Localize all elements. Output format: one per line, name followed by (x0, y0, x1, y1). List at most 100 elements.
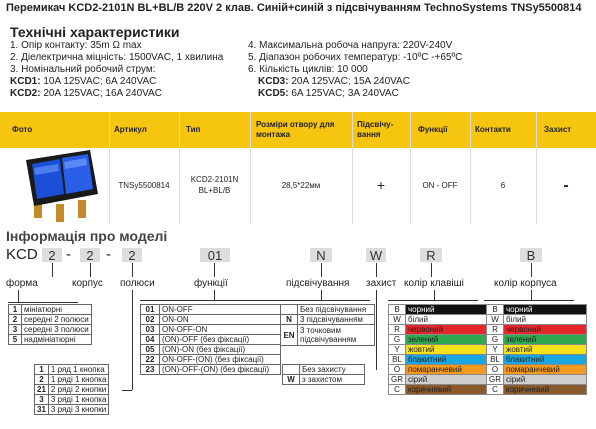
header-size: Розміри отвору для монтажа (256, 120, 335, 139)
spec-line: 2. Діелектрична міцність: 1500VAC, 1 хви… (10, 52, 224, 63)
label-key-color: колір клавіші (404, 278, 464, 289)
label-forma: форма (6, 278, 38, 289)
table-row: 23 (ON)-OFF-(ON) (без фіксації) (140, 364, 281, 375)
table-row: 02 ON-ON (140, 314, 281, 325)
color-code: B (388, 304, 406, 315)
color-name: коричневий (405, 384, 489, 395)
row-size: 28,5*22мм (281, 180, 321, 190)
color-code: C (388, 384, 406, 395)
color-code: GR (486, 374, 504, 385)
page-title: Перемикач KCD2-2101N BL+BL/B 220V 2 клав… (6, 2, 582, 14)
color-name: сірий (405, 374, 489, 385)
row-function: ON - OFF (422, 180, 458, 190)
functions-table: 01 ON-OFF 02 ON-ON 03 ON-OFF-ON 04 (ON)-OFF … (140, 304, 281, 375)
table-row: 05 (ON)-ON (без фіксації) (140, 344, 281, 355)
color-name: сірий (503, 374, 587, 385)
spec-line: KCD3: 20A 125VAC; 15A 240VAC (258, 76, 410, 87)
header-photo: Фото (12, 125, 33, 134)
table-row: 2 середні 2 полюси (8, 314, 92, 325)
code-sep: - (66, 246, 71, 263)
spec-line: KCD2: 20A 125VAC; 16A 240VAC (10, 88, 162, 99)
color-name: білий (405, 314, 489, 325)
label-protection: захист (366, 278, 397, 289)
code-box-body-color: B (520, 248, 542, 263)
color-name: зелений (405, 334, 489, 345)
label-body-color: колір корпуса (494, 278, 557, 289)
row-type: KCD2-2101N BL+BL/B (190, 175, 239, 195)
color-code: Y (388, 344, 406, 355)
color-row: BL блакитний (388, 354, 489, 365)
table-row: Без підсвічування (280, 304, 375, 315)
code-box-forma: 2 (42, 248, 62, 263)
row-article: TNSy5500814 (118, 180, 170, 190)
header-light: Підсвічу-вання (357, 120, 394, 139)
color-code: BL (388, 354, 406, 365)
label-body: корпус (72, 278, 103, 289)
code-box-protection: W (366, 248, 386, 263)
code-box-key-color: R (420, 248, 442, 263)
color-name: жовтий (405, 344, 489, 355)
table-row: 3 середні 3 полюси (8, 324, 92, 335)
color-name: помаранчевий (503, 364, 587, 375)
table-row: 21 2 ряді 2 кнопки (34, 384, 110, 395)
color-code: G (388, 334, 406, 345)
color-name: чорний (405, 304, 489, 315)
spec-line: 1. Опір контакту: 35m Ω max (10, 40, 142, 51)
header-function: Функції (418, 125, 448, 134)
table-row: EN 3 точковим підсвічуванням (280, 324, 375, 346)
code-sep: - (106, 246, 111, 263)
table-row: 01 ON-OFF (140, 304, 281, 315)
color-name: зелений (503, 334, 587, 345)
table-row: 1 мініатюрні (8, 304, 92, 315)
specs-right: 4. Максимальна робоча напруга: 220V-240V… (248, 40, 462, 100)
color-code: O (388, 364, 406, 375)
color-name: жовтий (503, 344, 587, 355)
color-name: червоний (503, 324, 587, 335)
color-code: BL (486, 354, 504, 365)
color-code: R (388, 324, 406, 335)
table-row: 31 3 ряді 3 кнопки (34, 404, 110, 415)
header-protection: Захист (544, 125, 572, 134)
spec-line: 3. Номінальний робочий струм: (10, 64, 156, 75)
spec-line: KCD1: 10A 125VAC; 6A 240VAC (10, 76, 157, 87)
forma-table: 1 мініатюрні 2 середні 2 полюси 3 середні 3… (8, 304, 92, 345)
table-row: Без захисту (282, 364, 365, 375)
specs-left: 1. Опір контакту: 35m Ω max 2. Діелектри… (10, 40, 223, 100)
color-row: GR сірий (388, 374, 489, 385)
product-table-header (0, 112, 596, 148)
table-row: 03 ON-OFF-ON (140, 324, 281, 335)
table-row: 5 надмініатюрні (8, 334, 92, 345)
color-code: Y (486, 344, 504, 355)
code-box-poles: 2 (122, 248, 142, 263)
header-article: Артикул (114, 125, 147, 134)
color-name: помаранчевий (405, 364, 489, 375)
color-code: R (486, 324, 504, 335)
color-name: блакитний (503, 354, 587, 365)
row-light: + (376, 176, 386, 193)
table-row: 22 ON-OFF-(ON) (без фіксації) (140, 354, 281, 365)
switch-photo (26, 150, 98, 222)
spec-line: KCD5: 6A 125VAC; 3A 240VAC (258, 88, 399, 99)
label-poles: полюси (120, 278, 155, 289)
row-protection: - (563, 176, 569, 194)
